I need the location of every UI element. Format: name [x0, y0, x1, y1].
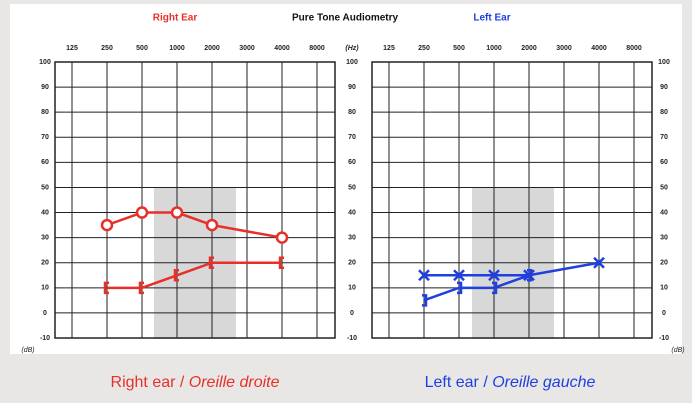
x-tick-label: 8000 [309, 45, 325, 52]
y-tick-label: 30 [41, 234, 49, 241]
caption: Left ear / Oreille gauche [425, 374, 596, 391]
caption-italic: Oreille gauche [492, 374, 595, 391]
marker-cross [488, 269, 500, 282]
caption-text: Left ear / [425, 374, 489, 391]
marker-circle [170, 206, 184, 219]
y-tick-label: 70 [41, 134, 49, 141]
plot-frame [54, 61, 336, 339]
y-tick-label: 60 [41, 159, 49, 166]
marker-circle [205, 218, 219, 232]
y-tick-label: 10 [660, 285, 668, 292]
y-tick-label: 0 [662, 310, 666, 317]
y-tick-label: 20 [348, 260, 356, 267]
x-tick-label: 2000 [521, 45, 537, 52]
x-tick-label: 500 [136, 45, 148, 52]
y-tick-label: 100 [658, 59, 670, 66]
y-tick-label: 90 [660, 84, 668, 91]
y-tick-label: 0 [350, 310, 354, 317]
y-tick-label: 10 [348, 285, 356, 292]
y-tick-label: 40 [348, 209, 356, 216]
marker-bracket [278, 256, 284, 269]
panel [10, 4, 682, 354]
series-line [423, 274, 530, 302]
x-tick-label: 3000 [239, 45, 255, 52]
marker-bracket [138, 281, 144, 295]
marker-cross [523, 269, 535, 282]
caption-italic: Oreille droite [189, 374, 280, 391]
y-tick-label: 60 [660, 159, 668, 166]
y-tick-label: 90 [41, 84, 49, 91]
y-tick-label: 50 [660, 184, 668, 191]
y-tick-label: 80 [348, 109, 356, 116]
chart-title: Left Ear [473, 13, 510, 24]
y-tick-label: -10 [347, 335, 357, 342]
shaded-region [472, 188, 554, 339]
marker-bracket [173, 269, 179, 282]
y-tick-label: 10 [41, 285, 49, 292]
y-tick-label: 70 [348, 134, 356, 141]
y-tick-label: 20 [41, 260, 49, 267]
page-title: Pure Tone Audiometry [292, 13, 399, 24]
marker-bracket [422, 294, 428, 307]
y-tick-label: -10 [40, 335, 50, 342]
chart-title: Right Ear [153, 13, 198, 24]
y-tick-label: 30 [660, 234, 668, 241]
marker-cross [453, 269, 465, 282]
x-tick-label: 1000 [169, 45, 185, 52]
marker-circle [100, 218, 114, 232]
y-tick-label: 90 [348, 84, 356, 91]
y-tick-label: -10 [659, 335, 669, 342]
y-tick-label: 100 [39, 59, 51, 66]
y-tick-label: 80 [660, 109, 668, 116]
y-tick-label: 80 [41, 109, 49, 116]
x-tick-label: 125 [383, 45, 395, 52]
plot-frame [371, 61, 653, 339]
marker-bracket [103, 281, 109, 295]
marker-circle [275, 231, 289, 244]
x-tick-label: 4000 [274, 45, 290, 52]
y-unit: (dB) [671, 347, 684, 354]
y-tick-label: 20 [660, 260, 668, 267]
marker-bracket [492, 281, 498, 295]
y-tick-label: 40 [41, 209, 49, 216]
x-tick-label: 2000 [204, 45, 220, 52]
x-tick-label: 500 [453, 45, 465, 52]
marker-bracket [208, 256, 214, 269]
marker-circle [135, 206, 149, 219]
marker-cross [418, 269, 430, 282]
x-tick-label: 125 [66, 45, 78, 52]
caption-text: Right ear / [111, 374, 185, 391]
y-tick-label: 50 [348, 184, 356, 191]
y-tick-label: 50 [41, 184, 49, 191]
x-tick-label: 250 [101, 45, 113, 52]
y-unit: (dB) [21, 347, 34, 354]
series-line [107, 261, 282, 290]
y-tick-label: 70 [660, 134, 668, 141]
x-unit: (Hz) [345, 45, 359, 52]
x-tick-label: 3000 [556, 45, 572, 52]
marker-cross [593, 256, 605, 269]
y-tick-label: 30 [348, 234, 356, 241]
y-tick-label: 60 [348, 159, 356, 166]
y-tick-label: 100 [346, 59, 358, 66]
marker-bracket [457, 281, 463, 295]
x-tick-label: 1000 [486, 45, 502, 52]
y-tick-label: 0 [43, 310, 47, 317]
caption: Right ear / Oreille droite [111, 374, 280, 391]
x-tick-label: 4000 [591, 45, 607, 52]
y-tick-label: 40 [660, 209, 668, 216]
x-tick-label: 8000 [626, 45, 642, 52]
x-tick-label: 250 [418, 45, 430, 52]
